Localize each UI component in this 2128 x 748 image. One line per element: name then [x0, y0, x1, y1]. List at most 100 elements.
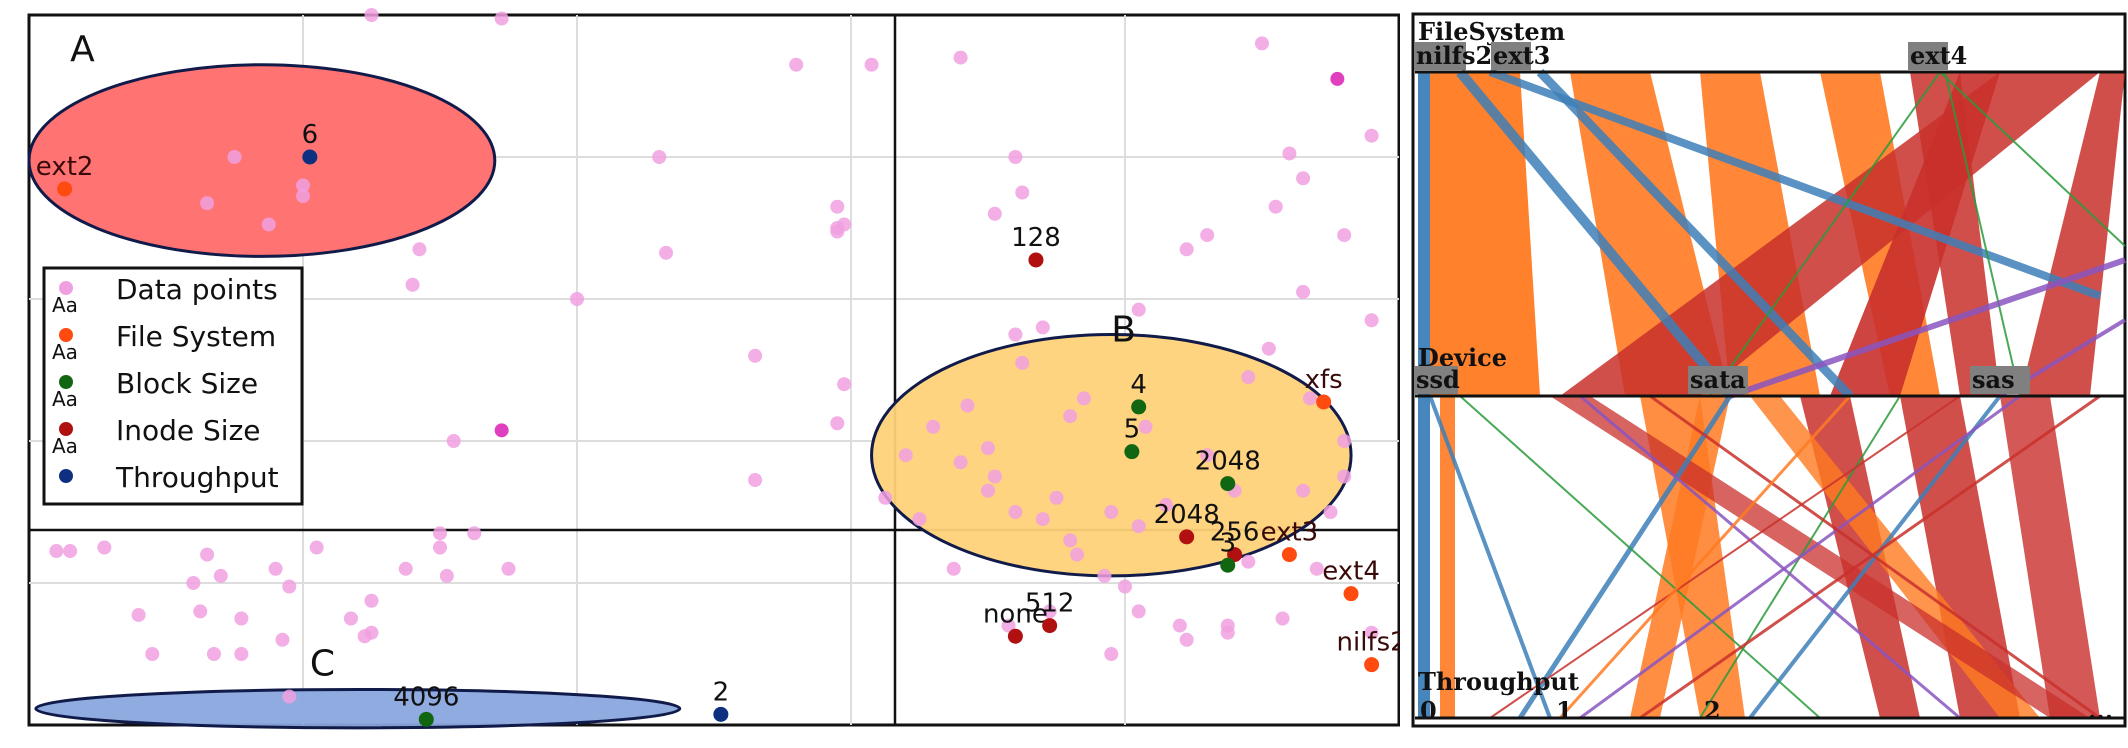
data-point [1337, 434, 1352, 448]
ribbon-strand [1944, 71, 2021, 397]
data-point [1131, 519, 1146, 534]
labeled-point-marker [1028, 252, 1044, 268]
data-point [1220, 625, 1235, 640]
category-0[interactable]: 0 [1420, 696, 1437, 725]
ribbon-strand [1579, 394, 2021, 720]
data-point [200, 547, 215, 562]
ribbon [1440, 396, 1455, 718]
data-point [570, 292, 584, 306]
data-point [494, 11, 509, 26]
data-point-highlight [1330, 71, 1345, 86]
ribbon-strand [1939, 71, 2126, 247]
point-label: 2048 [1154, 500, 1220, 530]
data-point [1001, 618, 1016, 633]
category-ext4[interactable]: ext4 [1908, 41, 1967, 70]
data-point [1296, 171, 1311, 186]
category-sas[interactable]: sas [1970, 365, 2030, 394]
labeled-point: nilfs2 [1337, 628, 1407, 673]
data-point [1015, 355, 1030, 370]
point-label: 3 [1219, 528, 1236, 558]
data-point [275, 632, 290, 647]
ribbon [2020, 72, 2125, 396]
data-point [981, 441, 995, 456]
legend-label: File System [116, 320, 276, 353]
category-label: sata [1690, 365, 1746, 394]
cluster-ellipses: A B C [27, 29, 1353, 730]
data-point [405, 277, 420, 292]
category-2[interactable]: 2 [1704, 696, 1721, 725]
labeled-point-marker [1316, 394, 1332, 410]
data-point [186, 576, 201, 590]
ribbon-strand [1709, 71, 1941, 397]
data-point [981, 483, 995, 498]
data-point [343, 611, 358, 626]
category-ssd[interactable]: ssd [1414, 365, 1460, 394]
data-point [1172, 618, 1187, 633]
ribbon-strand [1558, 394, 1852, 720]
ribbon [1430, 72, 1540, 396]
data-point [364, 593, 379, 608]
data-point [1364, 128, 1379, 143]
data-point [1035, 320, 1050, 335]
data-point [49, 544, 64, 559]
category-1[interactable]: 1 [1556, 696, 1573, 725]
data-point [789, 57, 804, 72]
data-point [1049, 490, 1064, 505]
legend-entry: Aa File System [52, 320, 276, 364]
data-point [912, 512, 927, 527]
data-point [213, 568, 228, 583]
data-point [837, 377, 852, 392]
point-label: ext3 [1261, 518, 1319, 548]
category-sata[interactable]: sata [1688, 365, 1748, 394]
data-point [926, 419, 941, 434]
data-point [1070, 547, 1085, 562]
category-label: 1 [1556, 696, 1573, 725]
data-point [1364, 313, 1379, 328]
category-nilfs2[interactable]: nilfs2 [1414, 41, 1492, 70]
data-point [296, 178, 310, 193]
labeled-point-marker [1179, 529, 1195, 545]
data-point [234, 647, 249, 661]
data-point [1104, 647, 1119, 661]
labeled-point-marker [713, 706, 729, 722]
data-point [1241, 370, 1256, 385]
data-point [1138, 419, 1153, 434]
labeled-point: 6 [302, 120, 318, 165]
data-point [1063, 409, 1078, 424]
data-point [398, 561, 413, 576]
cluster-label: C [310, 643, 335, 684]
category-tab [1414, 366, 1458, 394]
data-point [282, 689, 297, 704]
labeled-point: ext3 [1261, 518, 1319, 563]
data-point [1282, 146, 1297, 161]
data-point [1275, 611, 1290, 626]
data-point [1063, 533, 1078, 548]
data-point [145, 647, 160, 661]
category-tab [1970, 366, 2030, 394]
data-point [1337, 469, 1352, 484]
data-point [309, 540, 324, 555]
labeled-point-marker [1281, 547, 1297, 563]
ribbon-strand [1456, 68, 1734, 400]
category-...[interactable]: ... [2088, 696, 2113, 725]
data-point [953, 455, 968, 470]
category-tab [1688, 366, 1748, 394]
labeled-point-marker [1042, 618, 1058, 634]
category-tab [1414, 42, 1466, 70]
cluster-A: A [27, 29, 497, 258]
data-point [261, 217, 276, 232]
legend-label: Data points [116, 273, 278, 306]
category-tab [1908, 42, 1948, 70]
ribbon-strand [1639, 394, 2101, 720]
legend-entry: Throughput [59, 461, 279, 494]
data-point [878, 490, 893, 505]
data-point [1042, 604, 1057, 619]
ribbon-strand [1488, 68, 2102, 300]
data-point [1255, 36, 1269, 51]
legend-entry: Aa Data points [52, 273, 278, 317]
data-point [1118, 579, 1132, 594]
category-ext3[interactable]: ext3 [1491, 41, 1550, 70]
